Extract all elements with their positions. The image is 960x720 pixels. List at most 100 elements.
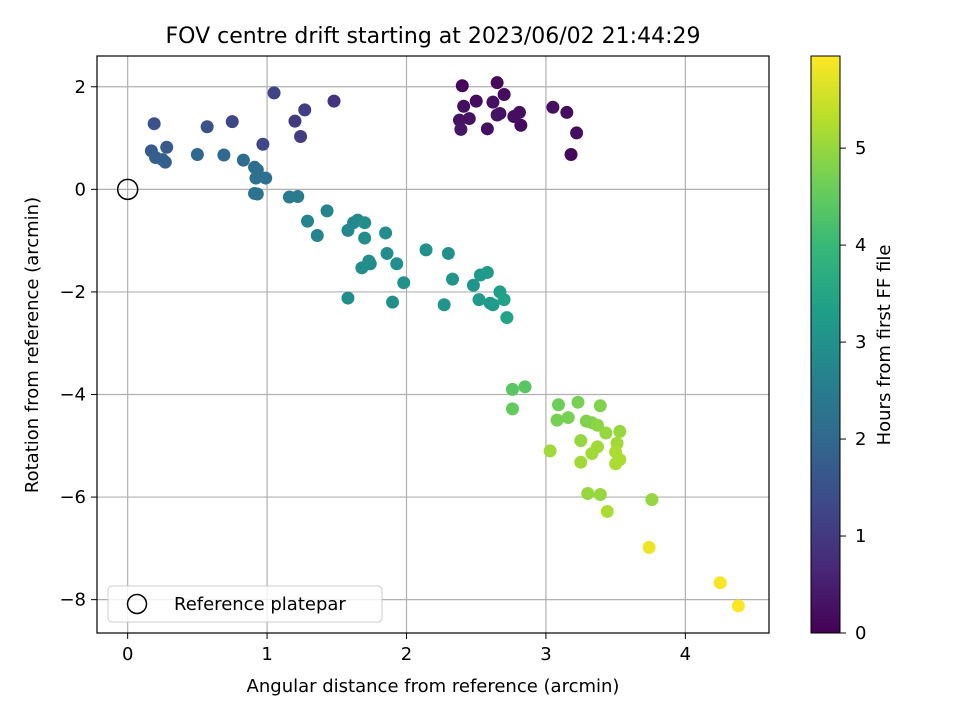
data-point (512, 105, 526, 119)
data-point (543, 444, 557, 458)
data-point (217, 148, 231, 162)
data-point (497, 87, 511, 101)
plot-frame (96, 55, 770, 634)
data-point (358, 231, 372, 245)
data-point (236, 153, 250, 167)
colorbar-label: Hours from first FF file (874, 245, 895, 446)
data-point (147, 117, 161, 131)
x-tick-label: 2 (401, 644, 412, 665)
data-point (250, 187, 264, 201)
colorbar-tick-label: 3 (855, 332, 866, 353)
data-point (500, 311, 514, 325)
data-point (591, 440, 605, 454)
data-point (288, 114, 302, 128)
data-point (490, 76, 504, 90)
data-point (486, 95, 500, 109)
data-point (571, 395, 585, 409)
data-point (731, 599, 745, 613)
data-point (546, 100, 560, 114)
colorbar-tick-label: 0 (855, 623, 866, 644)
data-point (713, 576, 727, 590)
data-point (446, 272, 460, 286)
x-tick-label: 4 (680, 644, 691, 665)
data-point (613, 453, 627, 467)
data-point (256, 137, 270, 151)
colorbar-tick-label: 1 (855, 526, 866, 547)
data-point (505, 382, 519, 396)
colorbar: 0 1 2 3 4 5 (810, 55, 866, 644)
colorbar-tick-label: 4 (855, 235, 866, 256)
legend-marker-reference (126, 593, 148, 615)
x-axis-label: Angular distance from reference (arcmin) (247, 676, 620, 697)
data-point (380, 246, 394, 260)
y-tick-label: −4 (59, 385, 86, 406)
data-point (390, 257, 404, 271)
legend-box (107, 585, 383, 623)
data-point (320, 204, 334, 218)
data-point (480, 265, 494, 279)
data-point (505, 402, 519, 416)
data-point (613, 424, 627, 438)
data-point (200, 120, 214, 134)
data-point (497, 293, 511, 307)
data-point (225, 115, 239, 129)
x-tick-label: 3 (540, 644, 551, 665)
data-point (642, 540, 656, 554)
data-point (310, 229, 324, 243)
data-point (518, 380, 532, 394)
data-point (455, 79, 469, 93)
data-point (190, 147, 204, 161)
data-point (379, 226, 393, 240)
data-point (301, 214, 315, 228)
data-point (160, 140, 174, 154)
data-point (574, 434, 588, 448)
data-point (457, 99, 471, 113)
legend: Reference platepar (107, 585, 383, 623)
data-point (267, 86, 281, 100)
data-point (599, 426, 613, 440)
data-point (593, 399, 607, 413)
data-point (570, 126, 584, 140)
data-point (490, 108, 504, 122)
y-tick-label: 0 (75, 179, 86, 200)
data-point (437, 298, 451, 312)
colorbar-gradient (810, 55, 841, 634)
data-point (469, 94, 483, 108)
legend-label-reference: Reference platepar (174, 594, 346, 615)
x-tick-label: 0 (122, 644, 133, 665)
data-point (327, 94, 341, 108)
colorbar-tick-label: 5 (855, 138, 866, 159)
data-point (355, 261, 369, 275)
chart-title: FOV centre drift starting at 2023/06/02 … (166, 24, 701, 49)
x-tick-label: 1 (261, 644, 272, 665)
data-point (294, 130, 308, 144)
y-tick-label: 2 (75, 77, 86, 98)
data-point (298, 103, 312, 117)
data-point (472, 293, 486, 307)
data-point (574, 455, 588, 469)
data-point (397, 276, 411, 290)
data-point (158, 155, 172, 169)
data-point (591, 418, 605, 432)
data-point (561, 411, 575, 425)
data-point (419, 243, 433, 257)
axes: 0 1 2 3 4 2 0 −2 −4 −6 −8 (59, 55, 770, 665)
data-point (341, 291, 355, 305)
data-point (593, 488, 607, 502)
data-point (645, 493, 659, 507)
data-point (441, 246, 455, 260)
data-point (560, 105, 574, 119)
data-point (462, 112, 476, 126)
data-point (291, 190, 305, 204)
y-axis-label: Rotation from reference (arcmin) (22, 197, 43, 493)
data-point (259, 171, 273, 185)
data-points (116, 76, 745, 613)
data-point (551, 398, 565, 412)
grid-lines (97, 56, 769, 633)
y-tick-label: −6 (59, 487, 86, 508)
data-point (564, 147, 578, 161)
data-point (514, 118, 528, 132)
y-tick-label: −8 (59, 590, 86, 611)
data-point (249, 171, 263, 185)
